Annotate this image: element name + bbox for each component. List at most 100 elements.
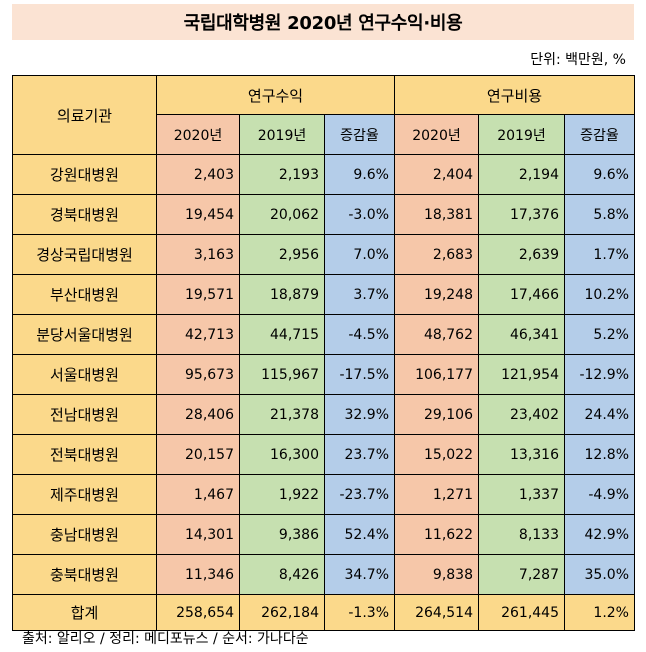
total-revenue-change: -1.3%: [324, 594, 395, 631]
row-revenue-2020: 1,467: [156, 474, 240, 515]
table-row: 경북대병원 19,454 20,062 -3.0% 18,381 17,376 …: [12, 194, 635, 235]
row-institution: 분당서울대병원: [12, 314, 157, 355]
row-cost-2020: 19,248: [394, 274, 479, 315]
row-cost-2020: 1,271: [394, 474, 479, 515]
row-revenue-2020: 19,454: [156, 194, 240, 235]
header-cost-2020: 2020년: [394, 114, 479, 155]
row-institution: 전북대병원: [12, 434, 157, 475]
total-row: 합계 258,654 262,184 -1.3% 264,514 261,445…: [12, 594, 635, 631]
row-cost-2019: 1,337: [478, 474, 565, 515]
row-revenue-change: 32.9%: [324, 394, 395, 435]
row-cost-2019: 8,133: [478, 514, 565, 555]
table-row: 전북대병원 20,157 16,300 23.7% 15,022 13,316 …: [12, 434, 635, 475]
row-cost-2019: 46,341: [478, 314, 565, 355]
row-cost-2019: 23,402: [478, 394, 565, 435]
row-revenue-2019: 2,193: [239, 154, 325, 195]
row-cost-change: 10.2%: [564, 274, 635, 315]
header-row-years: 2020년 2019년 증감율 2020년 2019년 증감율: [13, 114, 635, 155]
row-cost-change: -4.9%: [564, 474, 635, 515]
row-institution: 강원대병원: [12, 154, 157, 195]
row-revenue-2019: 115,967: [239, 354, 325, 395]
row-cost-change: 5.2%: [564, 314, 635, 355]
data-table: 의료기관 연구수익 연구비용 2020년 2019년 증감율 2020년 201…: [12, 75, 635, 631]
row-cost-change: 42.9%: [564, 514, 635, 555]
unit-label: 단위: 백만원, %: [530, 52, 626, 68]
row-institution: 전남대병원: [12, 394, 157, 435]
row-revenue-2020: 2,403: [156, 154, 240, 195]
row-cost-change: 35.0%: [564, 554, 635, 595]
table-row: 충남대병원 14,301 9,386 52.4% 11,622 8,133 42…: [12, 514, 635, 555]
header-row-groups: 의료기관 연구수익 연구비용: [12, 75, 635, 155]
page-title-text: 국립대학병원 2020년 연구수익·비용: [183, 13, 463, 34]
row-cost-2019: 13,316: [478, 434, 565, 475]
row-revenue-2020: 95,673: [156, 354, 240, 395]
row-cost-2020: 29,106: [394, 394, 479, 435]
row-cost-2020: 11,622: [394, 514, 479, 555]
table-row: 강원대병원 2,403 2,193 9.6% 2,404 2,194 9.6%: [12, 154, 635, 195]
row-revenue-change: 52.4%: [324, 514, 395, 555]
header-institution: 의료기관: [12, 75, 157, 155]
header-cost-2019: 2019년: [478, 114, 565, 155]
row-cost-2019: 17,466: [478, 274, 565, 315]
table-row: 부산대병원 19,571 18,879 3.7% 19,248 17,466 1…: [12, 274, 635, 315]
row-institution: 충북대병원: [12, 554, 157, 595]
row-cost-2019: 121,954: [478, 354, 565, 395]
total-cost-2019: 261,445: [478, 594, 565, 631]
table-row: 제주대병원 1,467 1,922 -23.7% 1,271 1,337 -4.…: [12, 474, 635, 515]
table-row: 경상국립대병원 3,163 2,956 7.0% 2,683 2,639 1.7…: [12, 234, 635, 275]
row-revenue-2019: 20,062: [239, 194, 325, 235]
row-cost-2019: 2,194: [478, 154, 565, 195]
row-cost-2020: 106,177: [394, 354, 479, 395]
row-cost-2020: 48,762: [394, 314, 479, 355]
table-row: 전남대병원 28,406 21,378 32.9% 29,106 23,402 …: [12, 394, 635, 435]
row-revenue-2019: 2,956: [239, 234, 325, 275]
row-revenue-change: -17.5%: [324, 354, 395, 395]
header-revenue-change: 증감율: [324, 114, 395, 155]
row-cost-2019: 17,376: [478, 194, 565, 235]
row-revenue-2019: 1,922: [239, 474, 325, 515]
table-row: 분당서울대병원 42,713 44,715 -4.5% 48,762 46,34…: [12, 314, 635, 355]
row-revenue-2019: 9,386: [239, 514, 325, 555]
row-revenue-change: -23.7%: [324, 474, 395, 515]
row-revenue-change: 3.7%: [324, 274, 395, 315]
row-cost-2020: 15,022: [394, 434, 479, 475]
page-title: 국립대학병원 2020년 연구수익·비용: [12, 4, 634, 40]
row-cost-change: 5.8%: [564, 194, 635, 235]
row-revenue-2019: 44,715: [239, 314, 325, 355]
row-revenue-2019: 8,426: [239, 554, 325, 595]
row-revenue-change: -3.0%: [324, 194, 395, 235]
row-revenue-2020: 19,571: [156, 274, 240, 315]
table-row: 서울대병원 95,673 115,967 -17.5% 106,177 121,…: [12, 354, 635, 395]
row-revenue-change: 9.6%: [324, 154, 395, 195]
total-label: 합계: [12, 594, 157, 631]
row-cost-2019: 2,639: [478, 234, 565, 275]
row-revenue-change: -4.5%: [324, 314, 395, 355]
row-institution: 충남대병원: [12, 514, 157, 555]
row-institution: 경북대병원: [12, 194, 157, 235]
row-revenue-2020: 14,301: [156, 514, 240, 555]
row-revenue-change: 7.0%: [324, 234, 395, 275]
table-row: 충북대병원 11,346 8,426 34.7% 9,838 7,287 35.…: [12, 554, 635, 595]
row-revenue-2020: 3,163: [156, 234, 240, 275]
row-revenue-change: 23.7%: [324, 434, 395, 475]
row-cost-2020: 2,683: [394, 234, 479, 275]
row-cost-2020: 9,838: [394, 554, 479, 595]
row-revenue-change: 34.7%: [324, 554, 395, 595]
row-institution: 서울대병원: [12, 354, 157, 395]
row-revenue-2019: 18,879: [239, 274, 325, 315]
row-institution: 제주대병원: [12, 474, 157, 515]
row-cost-2019: 7,287: [478, 554, 565, 595]
row-revenue-2020: 42,713: [156, 314, 240, 355]
row-revenue-2019: 21,378: [239, 394, 325, 435]
row-cost-change: -12.9%: [564, 354, 635, 395]
total-cost-change: 1.2%: [564, 594, 635, 631]
total-cost-2020: 264,514: [394, 594, 479, 631]
row-institution: 경상국립대병원: [12, 234, 157, 275]
total-revenue-2020: 258,654: [156, 594, 240, 631]
row-institution: 부산대병원: [12, 274, 157, 315]
header-cost-group: 연구비용: [394, 75, 635, 115]
source-note: 출처: 알리오 / 정리: 메디포뉴스 / 순서: 가나다순: [22, 631, 309, 647]
header-revenue-group: 연구수익: [156, 75, 395, 115]
header-revenue-2020: 2020년: [156, 114, 240, 155]
row-revenue-2020: 20,157: [156, 434, 240, 475]
